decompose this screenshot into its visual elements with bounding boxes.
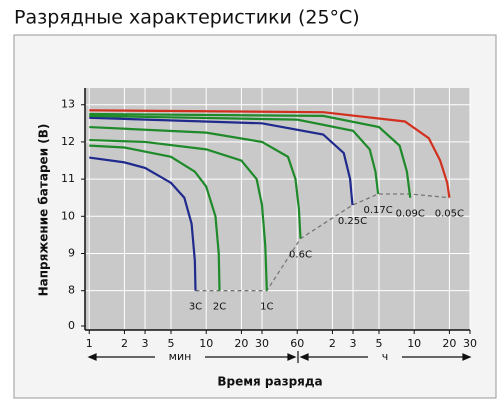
end-voltage-line bbox=[195, 193, 450, 292]
x-tick-label: 5 bbox=[167, 337, 174, 350]
x-tick-label: 2 bbox=[121, 337, 128, 350]
series-label: 0.6C bbox=[289, 250, 312, 261]
series-line bbox=[89, 138, 268, 291]
series-line bbox=[89, 109, 451, 198]
x-tick-label: 3 bbox=[142, 337, 149, 350]
plot-area bbox=[85, 88, 470, 330]
x-tick-label: 1 bbox=[86, 337, 93, 350]
y-tick-label: 10 bbox=[61, 209, 75, 222]
x-tick-label: 60 bbox=[290, 337, 304, 350]
unit-arrows bbox=[87, 351, 472, 363]
series-label: 2C bbox=[213, 302, 226, 313]
y-tick-label: 13 bbox=[61, 98, 75, 111]
chart-title: Разрядные характеристики (25°C) bbox=[14, 7, 360, 29]
series-line bbox=[89, 144, 221, 291]
x-tick-label: 20 bbox=[442, 337, 456, 350]
series-label: 0.09C bbox=[396, 209, 425, 220]
x-tick-label: 10 bbox=[199, 337, 213, 350]
series-label: 1C bbox=[260, 302, 273, 313]
x-tick-label: 10 bbox=[407, 337, 421, 350]
x-unit-label: ч bbox=[382, 350, 389, 363]
x-axis-title: Время разряда bbox=[217, 375, 322, 389]
y-tick-label: 12 bbox=[61, 135, 75, 148]
y-tick-label: 8 bbox=[68, 284, 75, 297]
series-line bbox=[89, 125, 302, 239]
x-tick-label: 3 bbox=[350, 337, 357, 350]
series-label: 0.25C bbox=[338, 216, 367, 227]
x-tick-label: 20 bbox=[234, 337, 248, 350]
y-tick-label: 11 bbox=[61, 172, 75, 185]
x-tick-label: 5 bbox=[375, 337, 382, 350]
series-line bbox=[89, 116, 354, 206]
y-tick-label: 0 bbox=[68, 319, 75, 332]
series-line bbox=[89, 156, 197, 291]
y-tick-label: 9 bbox=[68, 246, 75, 259]
x-unit-label: мин bbox=[169, 350, 192, 363]
series-line bbox=[89, 112, 412, 198]
y-axis-title: Напряжение батареи (В) bbox=[37, 124, 51, 297]
series-line bbox=[89, 114, 380, 195]
series-label: 0.05C bbox=[435, 209, 464, 220]
series-label: 0.17C bbox=[364, 205, 393, 216]
x-tick-label: 30 bbox=[463, 337, 477, 350]
x-tick-label: 2 bbox=[329, 337, 336, 350]
x-tick-label: 30 bbox=[255, 337, 269, 350]
series-label: 3C bbox=[189, 302, 202, 313]
